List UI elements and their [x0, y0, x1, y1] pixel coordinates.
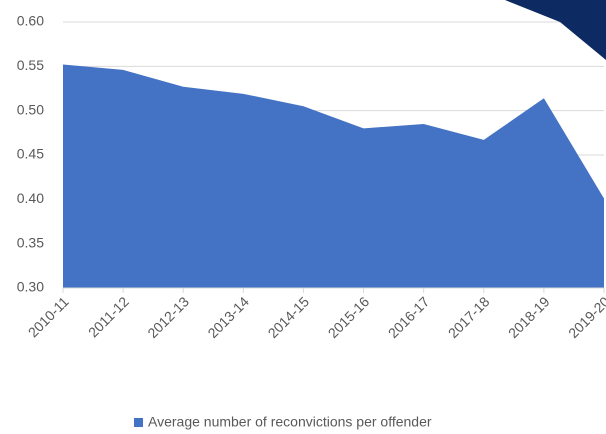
x-tick-label: 2013-14	[204, 293, 252, 341]
x-tick-label: 2017-18	[445, 293, 493, 341]
y-tick-label: 0.60	[17, 13, 44, 29]
x-tick-label: 2010-11	[25, 293, 72, 340]
y-tick-label: 0.55	[17, 57, 44, 73]
y-tick-label: 0.35	[17, 234, 44, 250]
x-tick-label: 2015-16	[325, 293, 373, 341]
x-tick-label: 2016-17	[385, 293, 433, 341]
legend-swatch	[134, 418, 143, 427]
y-tick-label: 0.50	[17, 101, 44, 117]
legend-label: Average number of reconvictions per offe…	[148, 414, 432, 430]
x-tick-label: 2011-12	[85, 293, 132, 340]
decoration	[505, 0, 606, 60]
y-tick-label: 0.40	[17, 190, 44, 206]
y-tick-label: 0.30	[17, 279, 44, 295]
x-tick-label: 2019-20	[565, 293, 606, 341]
x-tick-label: 2018-19	[505, 293, 553, 341]
legend: Average number of reconvictions per offe…	[134, 414, 432, 430]
x-tick-label: 2012-13	[144, 293, 192, 341]
x-tick-label: 2014-15	[265, 293, 313, 341]
area	[63, 64, 604, 288]
y-tick-label: 0.45	[17, 146, 44, 162]
